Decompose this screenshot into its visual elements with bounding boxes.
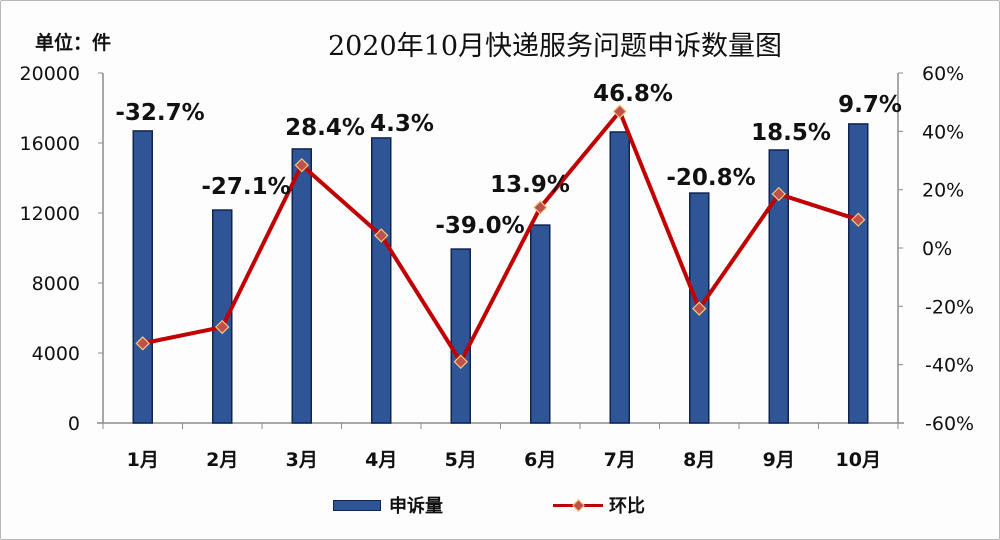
x-axis-category-label: 9月 bbox=[763, 449, 795, 471]
right-axis-tick-label: 20% bbox=[922, 180, 964, 202]
x-axis-category-label: 8月 bbox=[683, 449, 715, 471]
x-axis-category-label: 2月 bbox=[206, 449, 238, 471]
unit-label: 单位：件 bbox=[35, 32, 112, 54]
bar-complaints bbox=[450, 248, 471, 424]
line-marker bbox=[692, 301, 707, 316]
x-axis-category-label: 3月 bbox=[286, 449, 318, 471]
right-axis-tick-label: 40% bbox=[922, 121, 964, 143]
bar-swatch-icon bbox=[333, 499, 381, 511]
legend-bar-label: 申诉量 bbox=[389, 496, 443, 517]
x-axis-category-label: 10月 bbox=[836, 449, 881, 471]
left-axis-tick-label: 12000 bbox=[20, 203, 80, 225]
right-axis-tick-label: -60% bbox=[925, 413, 974, 435]
line-marker bbox=[135, 336, 150, 351]
legend-line-label: 环比 bbox=[609, 496, 645, 517]
x-axis-category-label: 1月 bbox=[127, 449, 159, 471]
x-axis-category-label: 7月 bbox=[604, 449, 636, 471]
data-label: -39.0% bbox=[435, 213, 524, 239]
line-marker bbox=[453, 354, 468, 369]
legend-item-line: 环比 bbox=[553, 492, 645, 518]
left-axis-tick-label: 16000 bbox=[20, 133, 80, 155]
right-axis-tick-label: -20% bbox=[925, 296, 974, 318]
bar-complaints bbox=[212, 209, 233, 424]
line-marker bbox=[294, 157, 309, 173]
left-axis-tick-label: 0 bbox=[68, 413, 80, 435]
line-marker bbox=[612, 104, 627, 119]
data-label: 4.3% bbox=[370, 111, 434, 137]
line-mom-change bbox=[142, 109, 859, 364]
line-marker-icon bbox=[553, 499, 603, 512]
legend-item-bar: 申诉量 bbox=[333, 492, 443, 518]
bar-complaints bbox=[609, 131, 630, 424]
x-axis-category-label: 6月 bbox=[524, 449, 556, 471]
x-axis-category-label: 5月 bbox=[445, 449, 477, 471]
data-label: -32.7% bbox=[115, 100, 204, 126]
x-axis-category-label: 4月 bbox=[365, 449, 397, 471]
legend: 申诉量 环比 bbox=[0, 492, 1000, 522]
bar-complaints bbox=[371, 137, 392, 424]
left-axis-tick-label: 4000 bbox=[32, 343, 80, 365]
line-marker bbox=[771, 186, 786, 202]
right-axis-tick-label: 60% bbox=[922, 63, 964, 85]
data-label: 28.4% bbox=[285, 115, 365, 141]
line-marker bbox=[215, 319, 230, 335]
right-axis-tick-label: 0% bbox=[922, 238, 952, 260]
data-label: 46.8% bbox=[593, 81, 673, 107]
bar-complaints bbox=[530, 224, 551, 424]
left-axis-tick-label: 8000 bbox=[32, 273, 80, 295]
data-label: 9.7% bbox=[838, 92, 902, 118]
line-marker bbox=[851, 212, 866, 227]
left-axis-tick-label: 20000 bbox=[20, 63, 80, 85]
bar-complaints bbox=[848, 123, 869, 424]
data-label: 13.9% bbox=[490, 172, 570, 198]
data-label: 18.5% bbox=[751, 120, 831, 146]
data-label: -20.8% bbox=[666, 165, 755, 191]
line-marker bbox=[374, 228, 389, 243]
bar-complaints bbox=[132, 130, 153, 424]
bar-complaints bbox=[291, 148, 312, 424]
data-label: -27.1% bbox=[201, 174, 290, 200]
line-marker bbox=[533, 200, 548, 215]
bar-complaints bbox=[768, 149, 789, 424]
right-axis-tick-label: -40% bbox=[925, 355, 974, 377]
chart-title: 2020年10月快递服务问题申诉数量图 bbox=[327, 31, 783, 62]
